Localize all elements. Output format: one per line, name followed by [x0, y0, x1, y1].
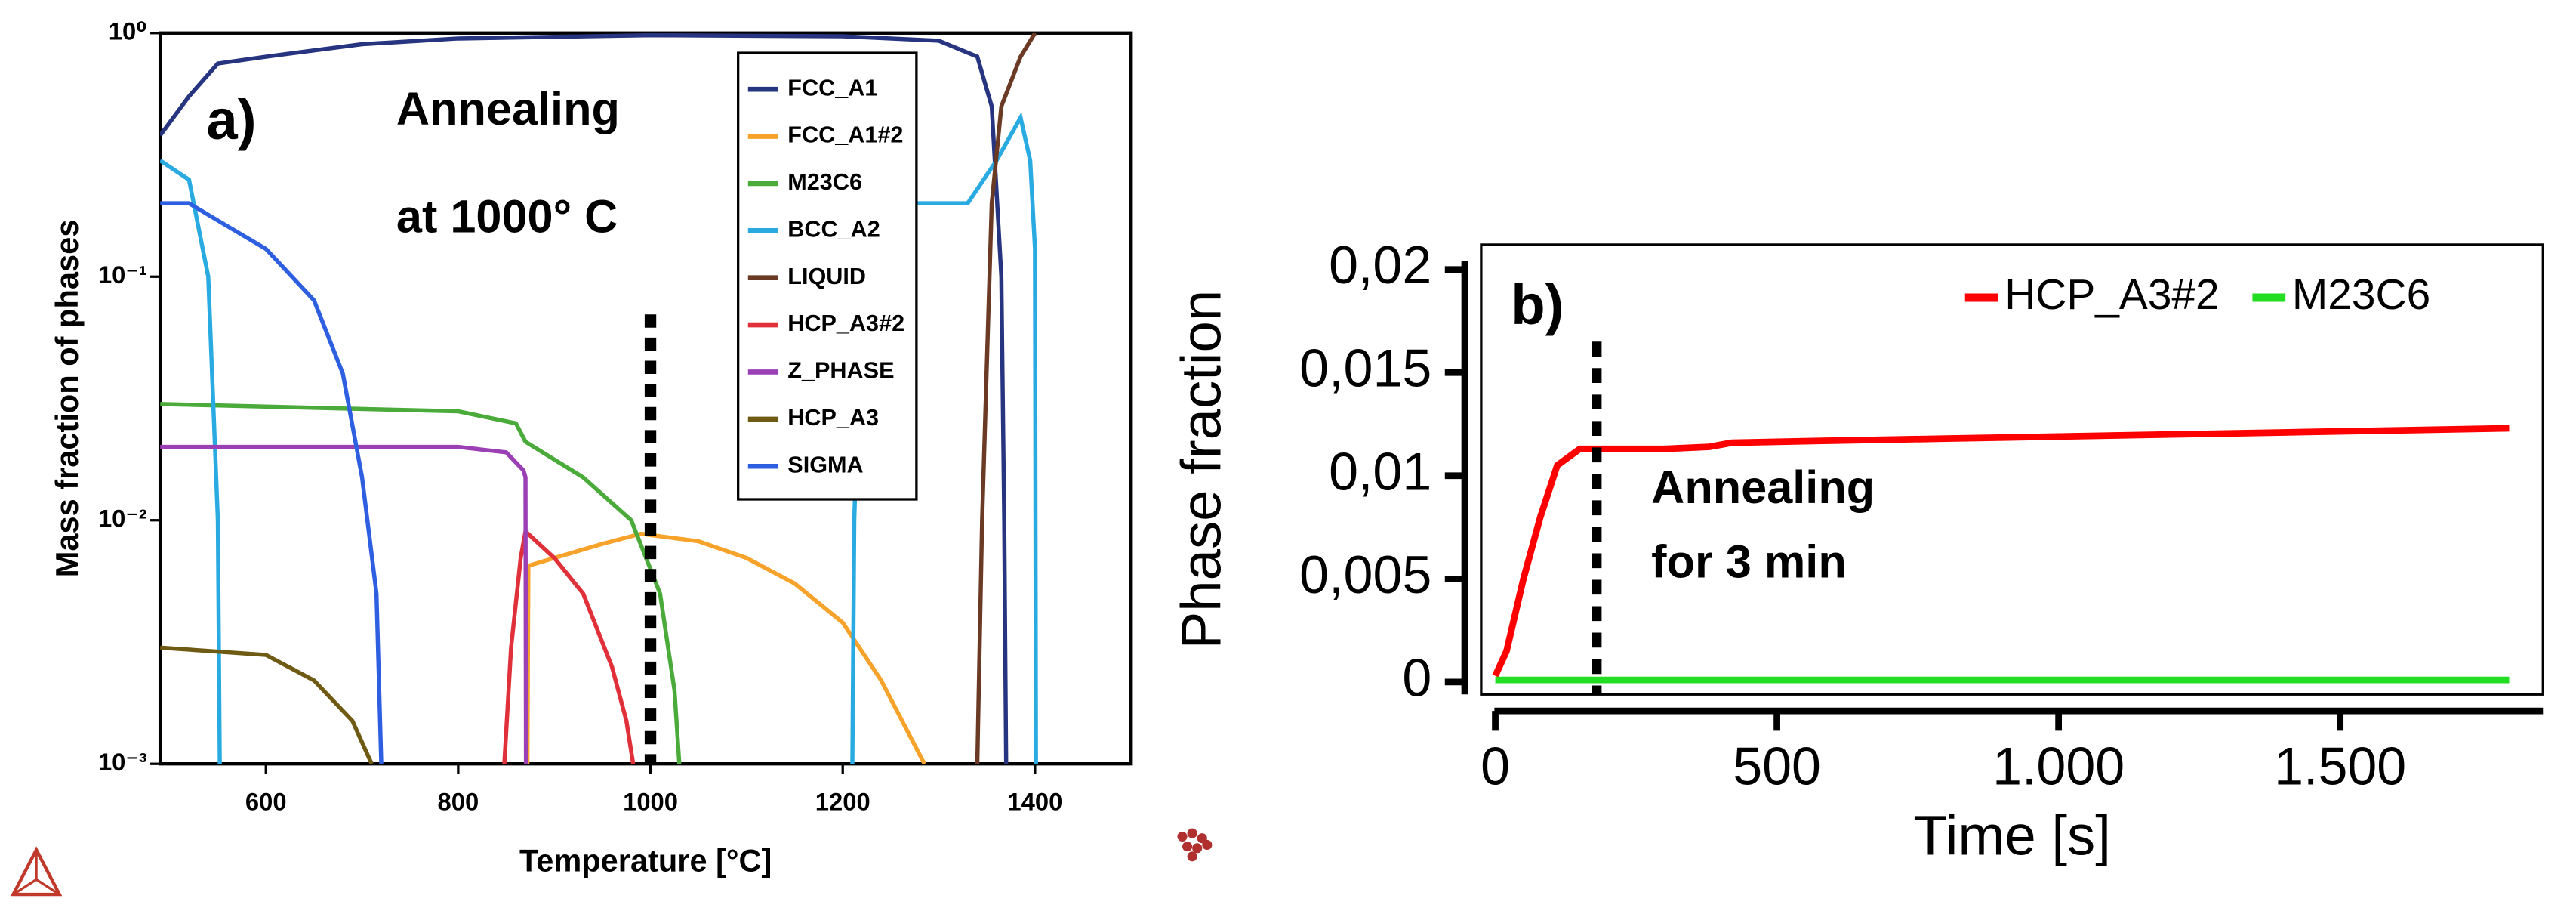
thermo-calc-logo: [10, 846, 63, 897]
y-tick-label: 10⁻¹: [98, 261, 147, 289]
series-line: [525, 531, 926, 764]
y-tick-label: 10⁻³: [98, 748, 147, 776]
x-tick-label: 800: [438, 787, 479, 815]
plot-frame: [1480, 243, 2544, 696]
y-tick-label: 10⁻²: [98, 504, 147, 532]
series-line: [975, 32, 1037, 764]
legend-label: HCP_A3#2: [2004, 271, 2219, 319]
legend-label: BCC_A2: [787, 216, 880, 242]
y-tick-label: 10⁰: [109, 17, 147, 45]
series-line: [160, 32, 1009, 764]
y-tick-label: 0,01: [1329, 442, 1431, 501]
y-tick-label: 0,015: [1299, 339, 1431, 398]
series-line: [160, 444, 528, 764]
x-tick-label: 500: [1733, 737, 1821, 795]
legend-label: HCP_A3#2: [787, 310, 904, 336]
y-axis-label: Mass fraction of phases: [49, 220, 85, 578]
legend-label: HCP_A3: [787, 405, 879, 431]
annotation: Annealing: [396, 83, 620, 134]
series-line: [160, 645, 374, 764]
chart: 0 500 1.000 1.500 0 0,005 0,01 0,015 0,02 Time [s…: [1169, 236, 2544, 867]
software-logo: [1177, 828, 1213, 862]
x-tick-label: 0: [1481, 737, 1510, 795]
chart: 600 800 1000 1200 1400 10⁻³ 10⁻² 10⁻¹ 10⁰ Tempera…: [49, 17, 1133, 879]
series-line: [502, 527, 636, 764]
y-tick-label: 0,005: [1299, 545, 1431, 604]
y-tick-label: 0,02: [1329, 236, 1431, 295]
x-axis-label: Time [s]: [1913, 804, 2111, 867]
y-tick-label: 0: [1402, 648, 1431, 707]
legend-label: M23C6: [2292, 271, 2430, 319]
legend-label: FCC_A1: [787, 75, 877, 100]
annotation: a): [206, 88, 256, 151]
x-tick-label: 1.500: [2274, 737, 2406, 795]
x-tick-label: 1000: [623, 787, 678, 815]
y-axis-label: Phase fraction: [1169, 290, 1232, 650]
legend-label: FCC_A1#2: [787, 122, 903, 148]
series-line: [1492, 425, 2510, 678]
series-line: [160, 201, 384, 764]
series-line: [160, 402, 682, 764]
annotation: Annealing: [1651, 462, 1875, 513]
legend-label: SIGMA: [787, 452, 863, 477]
annotation: at 1000° C: [396, 190, 618, 242]
legend-label: LIQUID: [787, 264, 866, 289]
annotation: b): [1511, 273, 1564, 336]
annotation: for 3 min: [1651, 536, 1847, 588]
x-axis-label: Temperature [°C]: [519, 843, 772, 879]
legend-label: M23C6: [787, 169, 862, 195]
x-tick-label: 1200: [815, 787, 870, 815]
x-tick-label: 1.000: [1992, 737, 2125, 795]
x-tick-label: 600: [245, 787, 287, 815]
x-tick-label: 1400: [1007, 787, 1062, 815]
legend-label: Z_PHASE: [787, 358, 894, 384]
